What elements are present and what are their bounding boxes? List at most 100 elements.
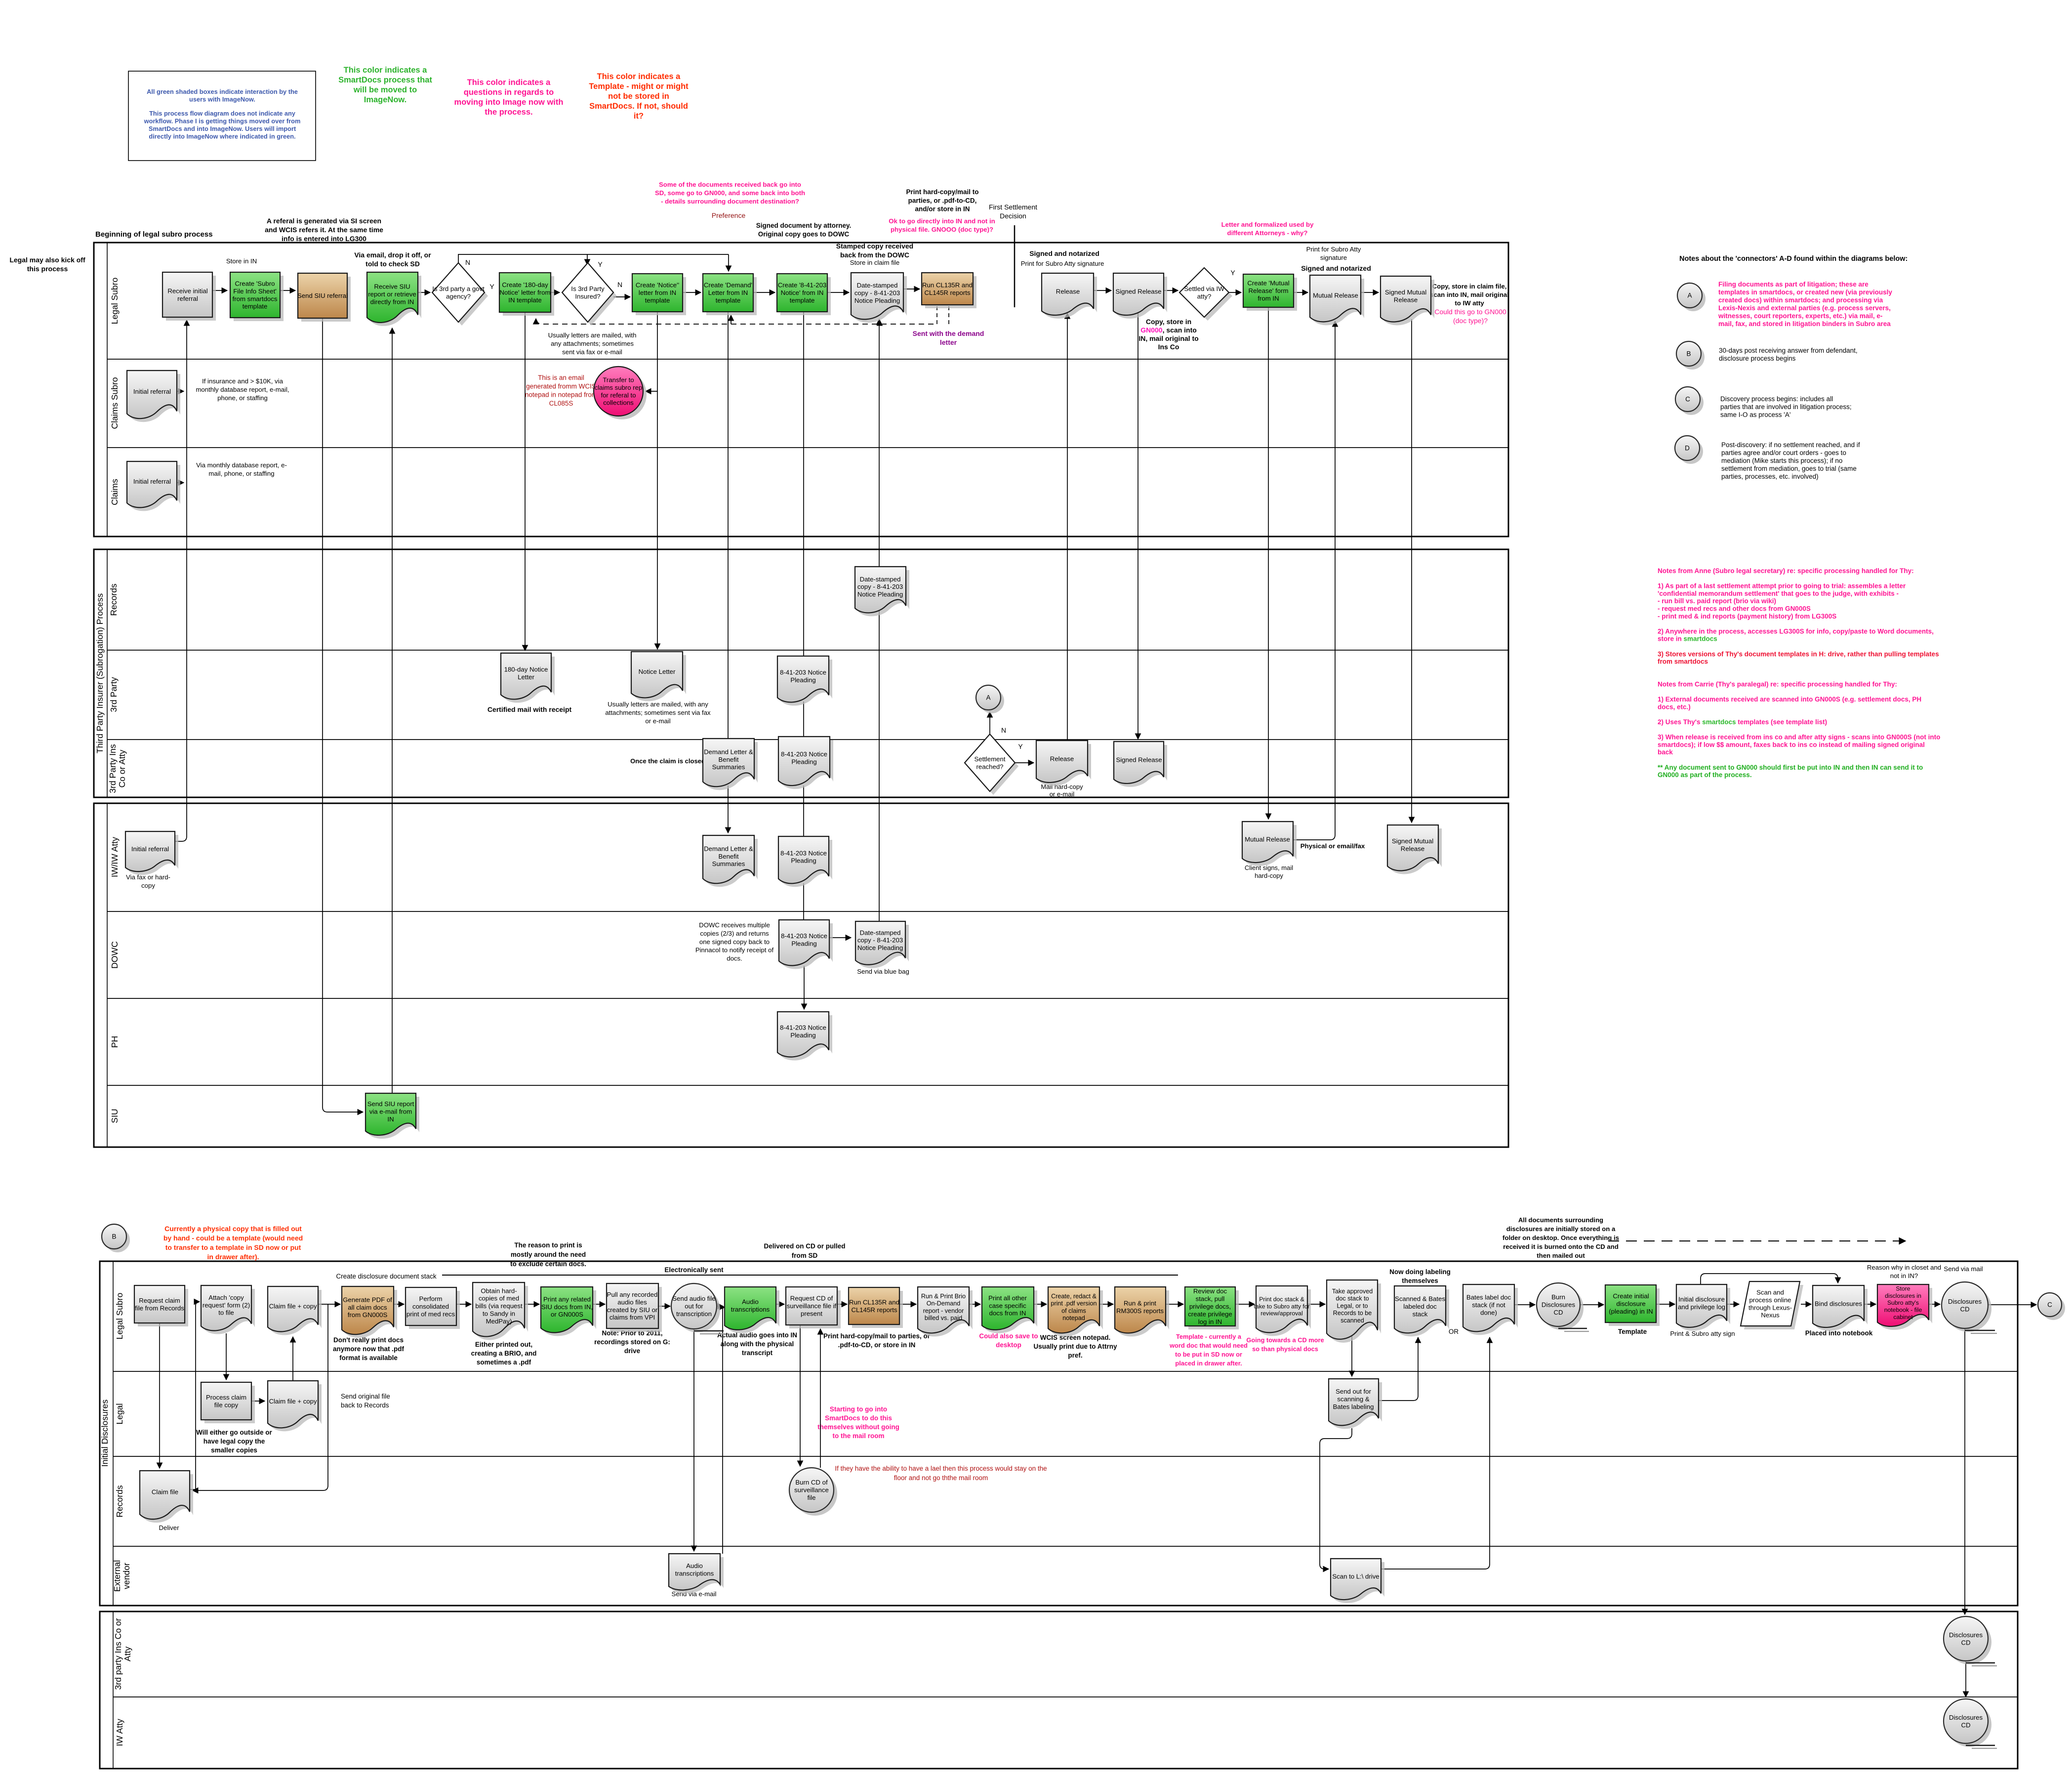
svg-text:Legal Subro: Legal Subro xyxy=(115,1293,124,1339)
svg-text:3rd Party InsCo or Atty: 3rd Party InsCo or Atty xyxy=(108,744,127,793)
svg-text:Notes about the 'connectors' A: Notes about the 'connectors' A-D found w… xyxy=(1679,255,1908,263)
svg-text:Send SIU referral: Send SIU referral xyxy=(297,292,348,299)
svg-text:Release: Release xyxy=(1056,288,1080,295)
svg-text:1) As part of a last settlemen: 1) As part of a last settlement attempt … xyxy=(1658,582,1906,590)
svg-text:- run bill vs. paid report (br: - run bill vs. paid report (brio via wik… xyxy=(1658,597,1776,605)
svg-text:GN000 as part of the process.: GN000 as part of the process. xyxy=(1658,771,1752,779)
svg-text:3) When release is received fr: 3) When release is received from ins co … xyxy=(1658,734,1940,741)
svg-text:Legal Subro: Legal Subro xyxy=(110,278,120,324)
svg-text:DOWC: DOWC xyxy=(110,941,120,968)
svg-text:Externalvendor: Externalvendor xyxy=(112,1560,131,1592)
svg-text:WCIS screen notepad.Usually pr: WCIS screen notepad. Usually print due to… xyxy=(1033,1334,1117,1359)
svg-text:Usually letters are mailed, wi: Usually letters are mailed, with any atta… xyxy=(605,701,711,725)
svg-text:OR: OR xyxy=(1449,1328,1459,1335)
svg-text:Signed Release: Signed Release xyxy=(1116,756,1162,764)
svg-text:Copy, store in claim file,scan: Copy, store in claim file, scan into IN, … xyxy=(1430,283,1509,307)
svg-text:Filing documents as part of li: Filing documents as part of litigation; … xyxy=(1718,281,1892,328)
svg-text:1) External documents received: 1) External documents received are scann… xyxy=(1658,696,1921,703)
svg-text:Physical or email/fax: Physical or email/fax xyxy=(1300,842,1365,850)
svg-text:Print hard-copy/mail to partie: Print hard-copy/mail to parties, or .pdf-… xyxy=(823,1332,931,1349)
svg-text:Scan to L:\ drive: Scan to L:\ drive xyxy=(1332,1573,1379,1580)
svg-text:Via fax or hard-copy: Via fax or hard-copy xyxy=(126,873,170,889)
svg-text:Template: Template xyxy=(1618,1328,1647,1335)
svg-text:Discovery process begins: inc: Discovery process begins: includes all pa… xyxy=(1720,395,1852,418)
svg-text:Print for Subro Atty signature: Print for Subro Atty signature xyxy=(1021,260,1104,267)
svg-text:IW/IW Atty: IW/IW Atty xyxy=(110,837,120,877)
svg-text:Mutual Release: Mutual Release xyxy=(1313,292,1358,299)
svg-text:Initial referral: Initial referral xyxy=(133,478,171,485)
svg-text:Y: Y xyxy=(489,283,494,290)
svg-text:Initial referral: Initial referral xyxy=(133,388,171,395)
svg-text:Initial Disclosures: Initial Disclosures xyxy=(100,1400,110,1467)
svg-text:Send via mail: Send via mail xyxy=(1944,1265,1983,1273)
svg-text:3) Stores versions of Thy's do: 3) Stores versions of Thy's document tem… xyxy=(1658,650,1939,658)
svg-text:Certified mail with receipt: Certified mail with receipt xyxy=(488,705,572,713)
svg-text:store in smartdocs: store in smartdocs xyxy=(1658,635,1717,643)
svg-text:Y: Y xyxy=(1018,743,1023,750)
svg-text:N: N xyxy=(1001,726,1006,734)
svg-text:Currently a physical copy that: Currently a physical copy that is filled… xyxy=(163,1225,303,1261)
svg-text:Create, redact &print .pdf ver: Create, redact & print .pdf version of cla… xyxy=(1051,1293,1097,1322)
svg-text:B: B xyxy=(1686,350,1691,358)
svg-text:Initial referral: Initial referral xyxy=(131,845,169,853)
svg-text:back: back xyxy=(1658,748,1673,756)
svg-text:Post-discovery: if no settleme: Post-discovery: if no settlement reached… xyxy=(1721,441,1860,480)
svg-text:Create 'Demand'Letter from INt: Create 'Demand' Letter from IN template xyxy=(704,282,752,304)
svg-text:N: N xyxy=(617,281,622,289)
svg-text:Bind disclosures: Bind disclosures xyxy=(1815,1300,1862,1308)
svg-text:Claims: Claims xyxy=(110,479,120,505)
svg-text:Release: Release xyxy=(1050,755,1074,763)
svg-text:All green shaded boxes indicat: All green shaded boxes indicate interact… xyxy=(147,88,298,103)
svg-text:Via monthly database report, e: Via monthly database report, e-mail, pho… xyxy=(196,461,287,477)
svg-text:Store in claim file: Store in claim file xyxy=(850,259,899,266)
svg-text:smartdocs); if low $$ amount,: smartdocs); if low $$ amount, faxes back… xyxy=(1658,741,1925,748)
svg-text:This process flow diagram does: This process flow diagram does not indic… xyxy=(144,110,301,140)
svg-text:Y: Y xyxy=(598,260,603,268)
svg-text:A: A xyxy=(1687,292,1692,299)
svg-text:Electronically sent: Electronically sent xyxy=(664,1266,724,1274)
svg-text:C: C xyxy=(1685,396,1690,403)
svg-text:D: D xyxy=(1685,445,1690,452)
svg-text:Legal: Legal xyxy=(115,1404,124,1425)
svg-text:Could this go to GN000(doc typ: Could this go to GN000 (doc type)? xyxy=(1434,308,1506,325)
svg-text:Notes from Anne (Subro legal s: Notes from Anne (Subro legal secretary) … xyxy=(1658,567,1914,575)
svg-text:A referal is generated via SI: A referal is generated via SI screen and … xyxy=(265,217,383,243)
svg-text:Claims Subro: Claims Subro xyxy=(110,377,120,429)
svg-text:Signed and notarized: Signed and notarized xyxy=(1029,249,1099,257)
